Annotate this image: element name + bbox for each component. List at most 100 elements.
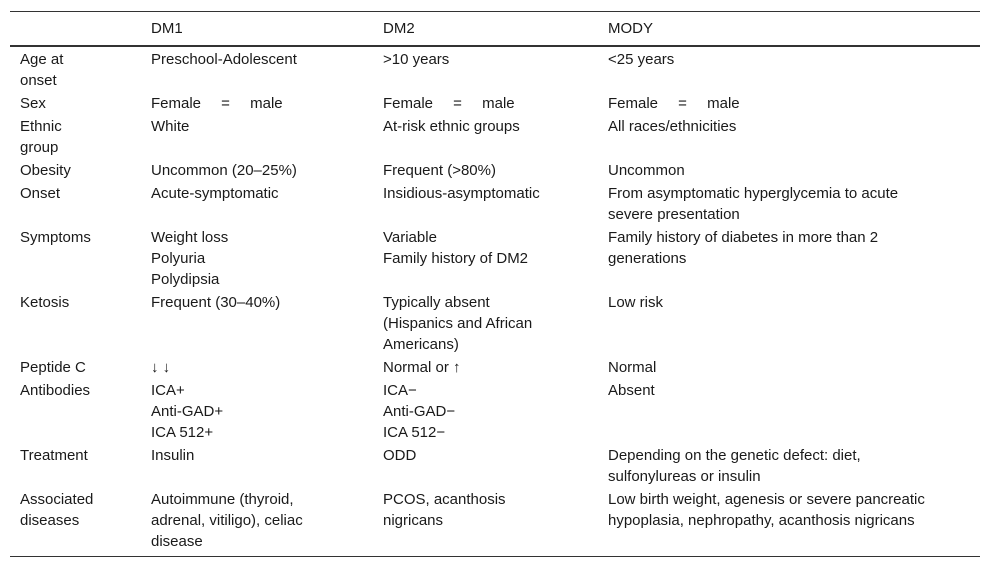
cell-line: At-risk ethnic groups (383, 118, 520, 135)
cell-line: From asymptomatic hyperglycemia to acute… (608, 185, 899, 223)
column-header: MODY (598, 11, 980, 47)
cell-line: ↓ ↓ (151, 359, 171, 376)
table-cell: Family history of diabetes in more than … (598, 225, 980, 290)
cell-line: All races/ethnicities (608, 118, 737, 135)
cell-line: Insidious-asymptomatic (383, 185, 540, 202)
table-cell: Variable Family history of DM2 (373, 225, 598, 290)
cell-line: Typically absent (Hispanics and African … (383, 294, 533, 353)
table-cell: All races/ethnicities (598, 114, 980, 158)
cell-line: Female = male (383, 95, 515, 112)
table-cell: Female = male (598, 91, 980, 114)
table-cell: Preschool-Adolescent (141, 46, 373, 91)
cell-line: ICA 512− (383, 424, 446, 441)
cell-line: Anti-GAD− (383, 403, 456, 420)
table-row: Associated diseases Autoimmune (thyroid, … (10, 487, 980, 557)
table-row: Sex Female = male Female = male Female = ma… (10, 91, 980, 114)
table-row: Treatment Insulin ODD Depending on the gene… (10, 443, 980, 487)
table-cell: Uncommon (20–25%) (141, 158, 373, 181)
cell-line: Frequent (30–40%) (151, 294, 281, 311)
row-label: Age at onset (20, 51, 64, 89)
cell-line: Uncommon (608, 162, 685, 179)
cell-line: Normal (608, 359, 657, 376)
table-cell: Weight loss Polyuria Polydipsia (141, 225, 373, 290)
cell-line: Absent (608, 382, 655, 399)
table-cell: Low risk (598, 290, 980, 355)
cell-line: <25 years (608, 51, 675, 68)
table-cell: Normal or ↑ (373, 355, 598, 378)
row-label: Antibodies (20, 382, 91, 399)
table-cell: From asymptomatic hyperglycemia to acute… (598, 181, 980, 225)
cell-line: ICA 512+ (151, 424, 214, 441)
cell-line: PCOS, acanthosis nigricans (383, 491, 506, 529)
table-cell: ICA− Anti-GAD− ICA 512− (373, 378, 598, 443)
cell-line: White (151, 118, 190, 135)
table-cell: Normal (598, 355, 980, 378)
table-row: Symptoms Weight loss Polyuria Polydipsia Var… (10, 225, 980, 290)
table-cell: White (141, 114, 373, 158)
cell-line: Polydipsia (151, 271, 220, 288)
cell-line: Family history of diabetes in more than … (608, 229, 879, 267)
header-row: DM1 DM2 MODY (10, 11, 980, 47)
row-label: Ketosis (20, 294, 70, 311)
table-row: Obesity Uncommon (20–25%) Frequent (>80%) U… (10, 158, 980, 181)
table-cell: Acute-symptomatic (141, 181, 373, 225)
cell-line: Female = male (151, 95, 283, 112)
table-cell: >10 years (373, 46, 598, 91)
cell-line: Insulin (151, 447, 195, 464)
table-row: Onset Acute-symptomatic Insidious-asymptom… (10, 181, 980, 225)
row-label: Peptide C (20, 359, 86, 376)
table-cell: Female = male (373, 91, 598, 114)
row-label: Sex (20, 95, 46, 112)
table-row: Peptide C ↓ ↓ Normal or ↑ Normal (10, 355, 980, 378)
cell-line: ICA− (383, 382, 417, 399)
table-cell: Frequent (>80%) (373, 158, 598, 181)
table-cell: Low birth weight, agenesis or severe pan… (598, 487, 980, 557)
table-cell: Autoimmune (thyroid, adrenal, vitiligo),… (141, 487, 373, 557)
table-cell: ↓ ↓ (141, 355, 373, 378)
column-header: DM1 (141, 11, 373, 47)
table-row: Age at onset Preschool-Adolescent >10 year… (10, 46, 980, 91)
column-header: DM2 (373, 11, 598, 47)
row-label: Ethnic group (20, 118, 62, 156)
cell-line: Autoimmune (thyroid, adrenal, vitiligo),… (151, 491, 303, 550)
table-cell: Female = male (141, 91, 373, 114)
table-cell: Uncommon (598, 158, 980, 181)
cell-line: Depending on the genetic defect: diet, s… (608, 447, 861, 485)
cell-line: Acute-symptomatic (151, 185, 279, 202)
header-cell (10, 11, 141, 47)
cell-line: Weight loss (151, 229, 229, 246)
table-cell: Depending on the genetic defect: diet, s… (598, 443, 980, 487)
cell-line: Preschool-Adolescent (151, 51, 297, 68)
row-label: Onset (20, 185, 61, 202)
cell-line: Frequent (>80%) (383, 162, 496, 179)
table-cell: <25 years (598, 46, 980, 91)
cell-line: Female = male (608, 95, 740, 112)
cell-line: Low birth weight, agenesis or severe pan… (608, 491, 925, 529)
cell-line: ODD (383, 447, 417, 464)
cell-line: ICA+ (151, 382, 185, 399)
row-label: Obesity (20, 162, 71, 179)
table-cell: Frequent (30–40%) (141, 290, 373, 355)
table-row: Ketosis Frequent (30–40%) Typically absent… (10, 290, 980, 355)
table-cell: Absent (598, 378, 980, 443)
cell-line: Anti-GAD+ (151, 403, 224, 420)
table-body: Age at onset Preschool-Adolescent >10 year… (10, 46, 980, 557)
table-cell: At-risk ethnic groups (373, 114, 598, 158)
row-label: Associated diseases (20, 491, 94, 529)
cell-line: Low risk (608, 294, 664, 311)
table-cell: ICA+ Anti-GAD+ ICA 512+ (141, 378, 373, 443)
cell-line: Polyuria (151, 250, 206, 267)
table-cell: Insulin (141, 443, 373, 487)
cell-line: Normal or ↑ (383, 359, 461, 376)
cell-line: Variable (383, 229, 437, 246)
cell-line: >10 years (383, 51, 450, 68)
row-label: Symptoms (20, 229, 91, 246)
comparison-table: DM1 DM2 MODY Age at onset Preschool-Adolesc… (10, 11, 980, 557)
row-label: Treatment (20, 447, 88, 464)
table-row: Ethnic group White At-risk ethnic groups Al… (10, 114, 980, 158)
table-cell: ODD (373, 443, 598, 487)
table-cell: PCOS, acanthosis nigricans (373, 487, 598, 557)
cell-line: Uncommon (20–25%) (151, 162, 297, 179)
table-row: Antibodies ICA+ Anti-GAD+ ICA 512+ ICA− Anti-… (10, 378, 980, 443)
